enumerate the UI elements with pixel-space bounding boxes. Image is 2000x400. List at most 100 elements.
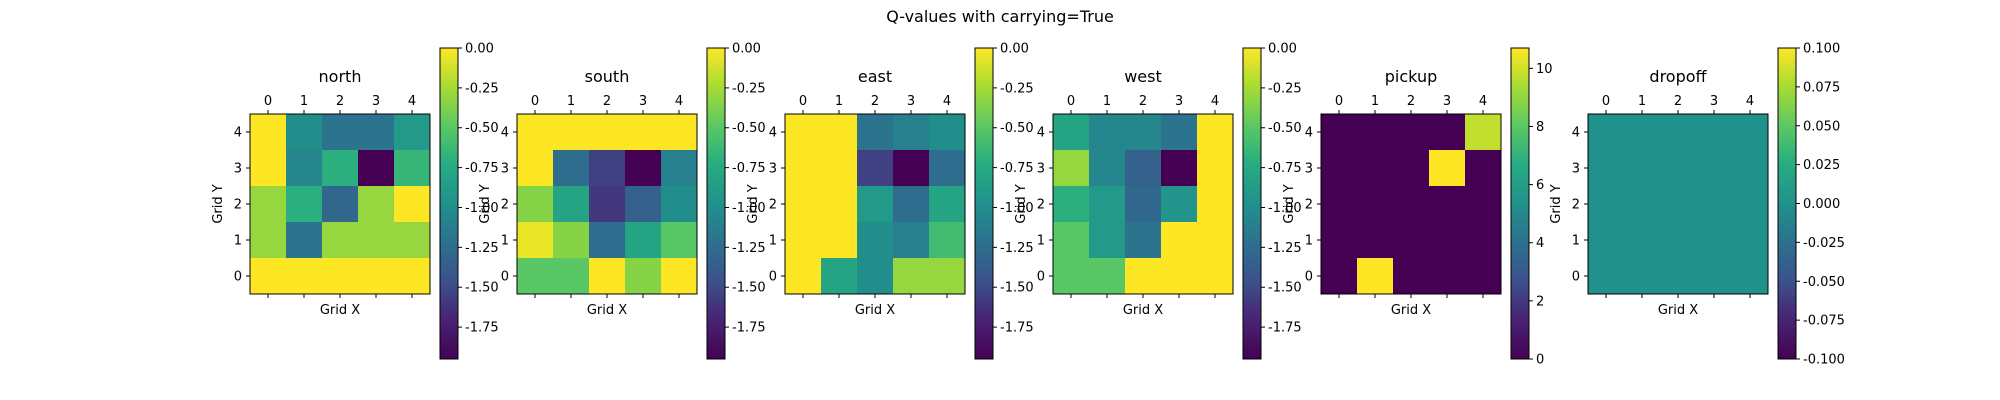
x-axis-label: Grid X bbox=[320, 303, 360, 318]
colorbar-tick-label: -0.25 bbox=[465, 81, 499, 96]
heatmap-cell bbox=[1696, 186, 1733, 223]
heatmap-cell bbox=[625, 258, 662, 295]
heatmap-cell bbox=[250, 114, 287, 151]
heatmap-cell bbox=[286, 186, 323, 223]
colorbar-tick-label: -0.075 bbox=[1803, 314, 1845, 329]
heatmap-cell bbox=[1588, 258, 1625, 295]
x-tick-label: 2 bbox=[1139, 94, 1147, 109]
heatmap-cell bbox=[857, 222, 894, 259]
y-tick-label: 2 bbox=[1305, 198, 1313, 213]
colorbar-tick-label: -1.25 bbox=[1268, 241, 1302, 256]
heatmap-cell bbox=[929, 222, 966, 259]
colorbar-tick-label: 2 bbox=[1536, 294, 1544, 309]
heatmap-cell bbox=[322, 150, 359, 187]
y-tick-label: 1 bbox=[769, 234, 777, 249]
y-tick-label: 3 bbox=[1037, 162, 1045, 177]
heatmap-cell bbox=[394, 186, 431, 223]
y-tick-label: 3 bbox=[501, 162, 509, 177]
heatmap-cell bbox=[1696, 114, 1733, 151]
heatmap-cell bbox=[553, 150, 590, 187]
heatmap-cell bbox=[821, 186, 858, 223]
heatmap-cell bbox=[1465, 150, 1502, 187]
colorbar-tick-label: -0.50 bbox=[1000, 121, 1034, 136]
heatmap-cell bbox=[785, 150, 822, 187]
heatmap-cell bbox=[1197, 258, 1234, 295]
heatmap-cell bbox=[785, 186, 822, 223]
colorbar-tick-label: -1.50 bbox=[1268, 281, 1302, 296]
heatmap-cell bbox=[517, 114, 554, 151]
colorbar-tick-label: -1.25 bbox=[1000, 241, 1034, 256]
heatmap-cell bbox=[929, 186, 966, 223]
heatmap-cell bbox=[1393, 186, 1430, 223]
heatmap-cell bbox=[893, 186, 930, 223]
heatmap-cell bbox=[1321, 150, 1358, 187]
heatmap-cell bbox=[1660, 258, 1697, 295]
x-tick-label: 1 bbox=[835, 94, 843, 109]
colorbar bbox=[1242, 47, 1262, 360]
heatmap-cell bbox=[589, 222, 626, 259]
heatmap-cell bbox=[1053, 222, 1090, 259]
heatmap-cell bbox=[661, 114, 698, 151]
x-tick-label: 1 bbox=[300, 94, 308, 109]
heatmap-cell bbox=[1429, 258, 1466, 295]
y-axis-label: Grid Y bbox=[1549, 184, 1564, 223]
colorbar-tick-label: -1.75 bbox=[1268, 321, 1302, 336]
heatmap-cell bbox=[1393, 258, 1430, 295]
x-tick-label: 3 bbox=[1175, 94, 1183, 109]
colorbar-tick-label: 0.000 bbox=[1803, 197, 1840, 212]
colorbar-tick-label: -1.50 bbox=[465, 281, 499, 296]
colorbar-tick-label: -1.75 bbox=[1000, 321, 1034, 336]
heatmap-cell bbox=[785, 114, 822, 151]
heatmap-cell bbox=[1089, 150, 1126, 187]
heatmap-cell bbox=[1125, 186, 1162, 223]
heatmap-cell bbox=[857, 186, 894, 223]
colorbar-tick-label: 6 bbox=[1536, 178, 1544, 193]
heatmap-cell bbox=[1393, 114, 1430, 151]
y-tick-label: 2 bbox=[501, 198, 509, 213]
colorbar-tick-label: -0.75 bbox=[1000, 161, 1034, 176]
x-tick-label: 1 bbox=[1371, 94, 1379, 109]
colorbar-tick-label: -0.75 bbox=[1268, 161, 1302, 176]
colorbar-tick-label: -1.00 bbox=[1268, 201, 1302, 216]
x-tick-label: 2 bbox=[1407, 94, 1415, 109]
y-tick-label: 1 bbox=[501, 234, 509, 249]
heatmap-cell bbox=[857, 114, 894, 151]
colorbar-tick-label: -0.50 bbox=[1268, 121, 1302, 136]
heatmap-cell bbox=[929, 114, 966, 151]
heatmap-cell bbox=[661, 150, 698, 187]
heatmap-panel-east: 0 1 2 3 4 0 1 2 3 4 east Grid X Grid Y 0.00 -0.25 -0.50… bbox=[746, 42, 1034, 360]
heatmap-cell bbox=[1624, 114, 1661, 151]
heatmap-panel-north: 0 1 2 3 4 0 1 2 3 4 north Grid X Grid Y 0.00 -0.25 -0.5… bbox=[211, 42, 499, 360]
x-tick-label: 2 bbox=[1674, 94, 1682, 109]
x-tick-label: 1 bbox=[567, 94, 575, 109]
heatmap-panel-dropoff: 0 1 2 3 4 0 1 2 3 4 dropoff Grid X Grid Y 0.100 0.075 0… bbox=[1549, 42, 1845, 368]
colorbar-tick-label: -0.50 bbox=[465, 121, 499, 136]
colorbar-tick-label: 8 bbox=[1536, 120, 1544, 135]
heatmap-cell bbox=[785, 222, 822, 259]
heatmap-cell bbox=[1732, 258, 1769, 295]
heatmap-cell bbox=[250, 222, 287, 259]
heatmap-cell bbox=[250, 186, 287, 223]
colorbar-tick-label: -0.100 bbox=[1803, 353, 1845, 368]
heatmap-cell bbox=[1660, 222, 1697, 259]
heatmap-cell bbox=[929, 150, 966, 187]
colorbar-tick-label: -1.00 bbox=[1000, 201, 1034, 216]
heatmap-cell bbox=[358, 222, 395, 259]
x-axis-label: Grid X bbox=[587, 303, 627, 318]
heatmap-cell bbox=[625, 114, 662, 151]
colorbar-tick-label: -0.050 bbox=[1803, 275, 1845, 290]
y-tick-label: 0 bbox=[501, 270, 509, 285]
heatmap-cell bbox=[286, 222, 323, 259]
heatmap-cell bbox=[661, 222, 698, 259]
heatmap-cell bbox=[1429, 222, 1466, 259]
heatmap-cell bbox=[857, 258, 894, 295]
y-tick-label: 3 bbox=[234, 162, 242, 177]
x-tick-label: 0 bbox=[1602, 94, 1610, 109]
heatmap-cell bbox=[286, 114, 323, 151]
heatmap-cell bbox=[821, 222, 858, 259]
colorbar-tick-label: -0.025 bbox=[1803, 236, 1845, 251]
heatmap-cell bbox=[1732, 114, 1769, 151]
heatmap-cell bbox=[358, 114, 395, 151]
heatmap-panel-pickup: 0 1 2 3 4 0 1 2 3 4 pickup Grid X Grid Y 10 8 6 4 2 0 bbox=[1282, 47, 1553, 368]
heatmap-cell bbox=[1197, 222, 1234, 259]
